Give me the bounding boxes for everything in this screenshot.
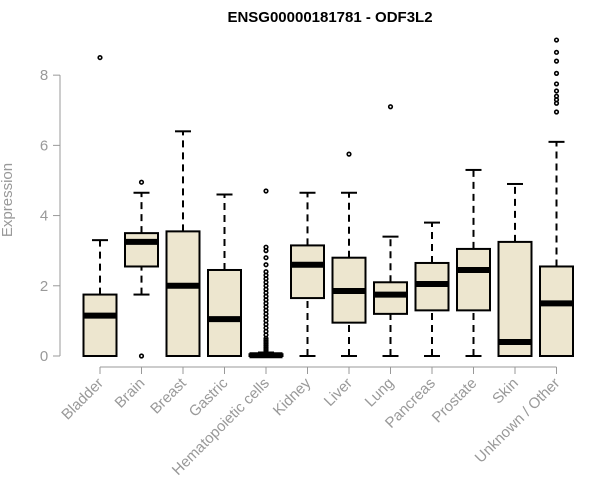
y-tick-label: 6 (40, 137, 48, 154)
outlier-point (97, 54, 103, 61)
box-group (124, 179, 159, 359)
y-axis: 0 2 4 6 8 (40, 67, 61, 365)
outlier-point (346, 151, 352, 157)
y-tick-label: 4 (40, 208, 48, 225)
y-tick-label: 8 (40, 67, 48, 84)
outlier-point (387, 104, 394, 110)
y-tick-label: 0 (40, 348, 48, 365)
outlier-point (553, 70, 560, 76)
outlier-point (553, 93, 560, 99)
x-category-label: Liver (321, 375, 356, 410)
x-category-label: Bladder (58, 375, 107, 424)
outlier-point (553, 49, 560, 55)
box-group (248, 188, 284, 359)
x-category-label: Lung (362, 375, 398, 411)
outlier-point (553, 88, 560, 94)
box-iqr (373, 281, 408, 315)
outlier-point (263, 269, 269, 275)
outlier-point (263, 188, 269, 194)
box-group (497, 182, 533, 357)
outlier-point (263, 244, 269, 250)
box-iqr (497, 240, 533, 357)
box-group (165, 130, 201, 358)
outlier-point (553, 81, 560, 87)
plot-area (82, 37, 574, 359)
x-category-label: Brain (112, 375, 149, 412)
box-iqr (124, 232, 159, 268)
y-tick-label: 2 (40, 278, 48, 295)
box-iqr (539, 265, 574, 358)
outlier-point (138, 179, 145, 185)
box-iqr (207, 268, 242, 357)
box-group (331, 151, 367, 357)
box-iqr (456, 247, 491, 312)
box-iqr (290, 244, 325, 300)
box-group (539, 37, 574, 358)
x-category-label: Skin (489, 375, 522, 408)
y-axis-label: Expression (0, 163, 16, 237)
box-group (414, 221, 450, 357)
outlier-point (138, 353, 145, 359)
box-group (207, 193, 242, 357)
outlier-point (553, 58, 560, 64)
outlier-point (553, 109, 560, 115)
box-group (456, 168, 491, 357)
box-iqr (82, 293, 118, 358)
box-group (373, 104, 408, 357)
box-iqr (165, 230, 201, 358)
outlier-point (263, 255, 269, 261)
chart-title: ENSG00000181781 - ODF3L2 (227, 9, 432, 26)
box-group (290, 191, 325, 357)
outlier-point (263, 262, 269, 268)
x-category-label: Kidney (270, 374, 315, 419)
x-category-label: Prostate (429, 375, 481, 427)
x-category-label: Breast (147, 374, 190, 417)
outlier-point (553, 37, 560, 43)
box-group (82, 54, 118, 358)
